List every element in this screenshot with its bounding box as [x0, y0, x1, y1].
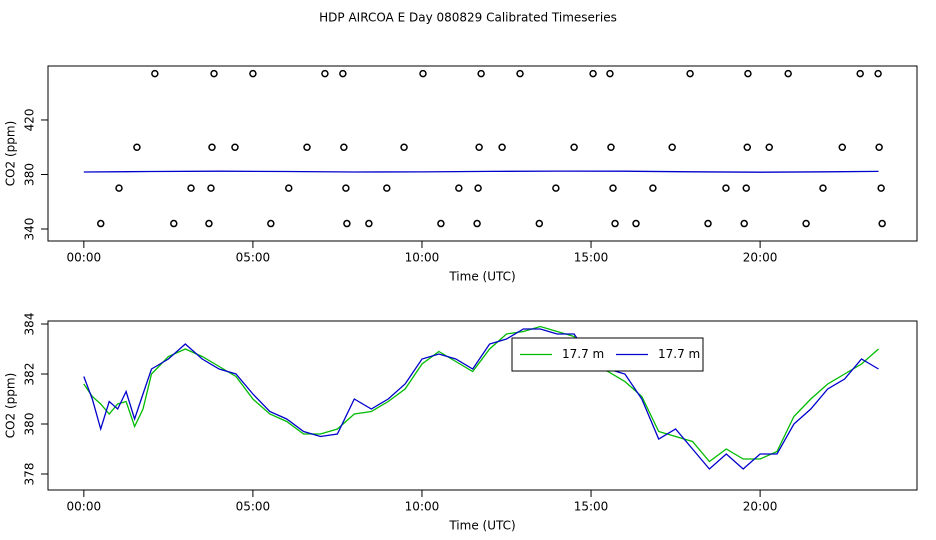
x-axis-label: Time (UTC)	[448, 270, 515, 284]
x-tick-label: 15:00	[574, 251, 609, 265]
data-point	[609, 184, 617, 192]
series-line	[83, 170, 879, 173]
data-point	[303, 143, 311, 151]
data-point	[419, 69, 427, 78]
y-tick-label: 340	[23, 218, 37, 241]
data-point	[285, 184, 293, 192]
data-point	[819, 184, 827, 192]
data-point	[552, 184, 560, 192]
data-point	[838, 143, 847, 151]
y-tick-label: 380	[23, 163, 37, 186]
y-tick-label: 384	[23, 313, 37, 336]
data-point	[649, 184, 657, 192]
plot-frame	[47, 65, 918, 242]
data-point	[607, 143, 615, 151]
data-point	[400, 143, 408, 151]
data-point	[151, 69, 159, 78]
data-point	[668, 143, 676, 151]
data-point	[343, 219, 351, 228]
data-point	[498, 143, 506, 151]
data-point	[205, 219, 213, 228]
data-point	[516, 69, 524, 78]
y-tick-label: 420	[23, 109, 37, 132]
data-point	[342, 184, 350, 192]
data-point	[207, 184, 215, 192]
x-axis-label: Time (UTC)	[448, 519, 515, 533]
data-point	[744, 69, 752, 78]
data-point	[340, 143, 348, 151]
data-point	[802, 219, 810, 228]
x-tick-label: 00:00	[67, 500, 102, 514]
data-point	[210, 69, 218, 78]
data-point	[249, 69, 257, 78]
legend-label: 17.7 m	[562, 347, 604, 361]
x-tick-label: 05:00	[236, 251, 271, 265]
legend-label: 17.7 m	[658, 347, 700, 361]
data-point	[473, 219, 481, 228]
y-axis-label: CO2 (ppm)	[4, 121, 18, 187]
data-point	[321, 69, 329, 78]
data-point	[365, 219, 373, 228]
x-tick-label: 10:00	[405, 500, 440, 514]
data-point	[632, 219, 640, 228]
series-line	[83, 328, 879, 470]
data-point	[170, 219, 178, 228]
data-point	[187, 184, 195, 192]
data-point	[856, 69, 864, 78]
data-point	[133, 143, 141, 151]
data-point	[96, 219, 105, 228]
data-point	[742, 184, 750, 192]
x-tick-label: 00:00	[67, 251, 102, 265]
y-tick-label: 380	[23, 413, 37, 436]
x-tick-label: 10:00	[405, 251, 440, 265]
data-point	[606, 69, 614, 78]
data-point	[475, 143, 483, 151]
data-point	[115, 184, 123, 192]
data-point	[740, 219, 748, 228]
plot-frame	[47, 320, 918, 491]
data-point	[743, 143, 752, 151]
data-point	[784, 69, 792, 78]
data-point	[474, 184, 482, 192]
y-tick-label: 378	[23, 463, 37, 486]
x-tick-label: 05:00	[236, 500, 271, 514]
data-point	[208, 143, 216, 151]
data-point	[874, 69, 882, 78]
data-point	[455, 184, 463, 192]
data-point	[267, 219, 275, 228]
data-point	[477, 69, 485, 78]
data-point	[339, 69, 347, 78]
data-point	[437, 219, 445, 228]
data-point	[231, 143, 239, 151]
data-point	[686, 69, 694, 78]
data-point	[570, 143, 578, 151]
data-point	[611, 219, 619, 228]
x-tick-label: 20:00	[743, 500, 778, 514]
data-point	[765, 143, 773, 151]
data-point	[875, 143, 883, 151]
data-point	[589, 69, 597, 78]
data-point	[535, 219, 544, 228]
data-point	[878, 219, 886, 228]
y-tick-label: 382	[23, 363, 37, 386]
y-axis-label: CO2 (ppm)	[4, 373, 18, 439]
data-point	[722, 184, 730, 192]
data-point	[877, 184, 885, 192]
page-title: HDP AIRCOA E Day 080829 Calibrated Times…	[319, 11, 617, 25]
data-point	[383, 184, 391, 192]
data-point	[704, 219, 712, 228]
x-tick-label: 20:00	[743, 251, 778, 265]
x-tick-label: 15:00	[574, 500, 609, 514]
